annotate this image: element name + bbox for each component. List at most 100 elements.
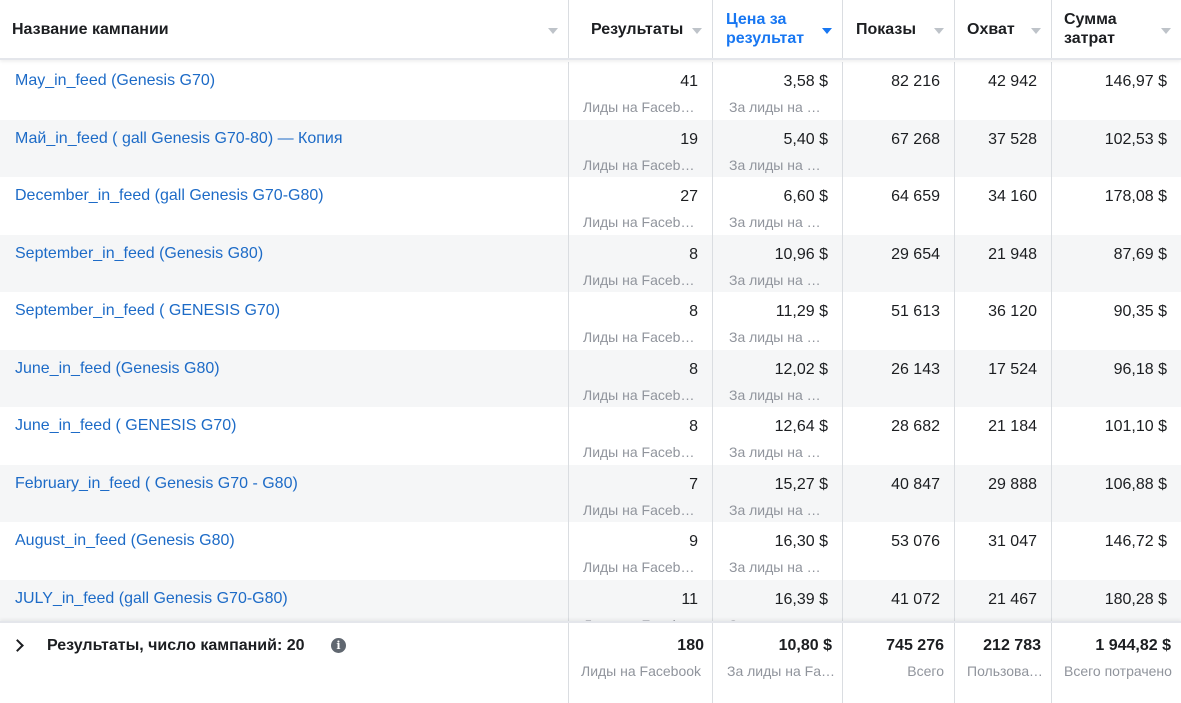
column-header-campaign-name[interactable]: Название кампании xyxy=(0,0,569,58)
campaign-name-cell: June_in_feed ( GENESIS G70) xyxy=(0,407,569,465)
results-cell: 27 Лиды на Facebook xyxy=(569,177,713,235)
info-icon[interactable]: i xyxy=(331,638,346,653)
results-cell: 8 Лиды на Facebook xyxy=(569,407,713,465)
impressions-value: 64 659 xyxy=(891,188,940,205)
reach-cell: 29 888 xyxy=(955,464,1052,522)
impressions-value: 28 682 xyxy=(891,418,940,435)
results-type: Лиды на Facebook xyxy=(583,271,697,288)
cost-per-result-value: 12,02 $ xyxy=(774,360,828,378)
results-value: 8 xyxy=(689,418,698,435)
table-row[interactable]: Май_in_feed ( gall Genesis G70-80) — Коп… xyxy=(0,119,1181,178)
cost-per-result-type: За лиды на Facebook xyxy=(729,156,825,173)
impressions-value: 26 143 xyxy=(891,360,940,378)
campaign-name-cell: February_in_feed ( Genesis G70 - G80) xyxy=(0,464,569,522)
column-header-reach[interactable]: Охват xyxy=(955,0,1052,58)
impressions-cell: 28 682 xyxy=(843,407,955,465)
impressions-cell: 67 268 xyxy=(843,119,955,177)
table-row[interactable]: August_in_feed (Genesis G80) 9 Лиды на Fac… xyxy=(0,522,1181,580)
totals-label: Результаты, число кампаний: 20 xyxy=(47,637,305,654)
campaign-name-cell: Май_in_feed ( gall Genesis G70-80) — Коп… xyxy=(0,119,569,177)
results-value: 27 xyxy=(680,188,698,205)
column-header-impressions[interactable]: Показы xyxy=(843,0,955,58)
campaign-name-link[interactable]: September_in_feed ( GENESIS G70) xyxy=(15,302,281,319)
column-header-label: Результаты xyxy=(591,20,683,38)
results-value: 7 xyxy=(689,475,698,493)
campaign-name-link[interactable]: June_in_feed (Genesis G80) xyxy=(15,359,220,377)
campaign-name-link[interactable]: August_in_feed (Genesis G80) xyxy=(15,532,235,549)
impressions-cell: 41 072 xyxy=(843,579,955,637)
campaign-name-link[interactable]: JULY_in_feed (gall Genesis G70-G80) xyxy=(15,589,288,607)
impressions-value: 53 076 xyxy=(891,533,940,550)
impressions-value: 67 268 xyxy=(891,130,940,148)
sort-caret-icon[interactable] xyxy=(692,28,702,34)
table-row[interactable]: May_in_feed (Genesis G70) 41 Лиды на Faceb… xyxy=(0,62,1181,120)
results-cell: 8 Лиды на Facebook xyxy=(569,234,713,292)
cost-per-result-cell: 16,39 $За лиды на Facebook xyxy=(713,579,843,637)
results-cell: 11Лиды на Facebook xyxy=(569,579,713,637)
campaign-name-link[interactable]: June_in_feed ( GENESIS G70) xyxy=(15,417,237,434)
cost-per-result-type: За лиды на Facebook xyxy=(729,329,825,345)
sort-caret-icon[interactable] xyxy=(934,28,944,34)
campaign-name-link[interactable]: Май_in_feed ( gall Genesis G70-80) — Коп… xyxy=(15,129,343,147)
table-row[interactable]: June_in_feed (Genesis G80) 8 Лиды на Faceb… xyxy=(0,349,1181,407)
reach-cell: 37 528 xyxy=(955,119,1052,177)
cost-per-result-type: За лиды на Facebook xyxy=(729,214,825,230)
totals-spend: 1 944,82 $ xyxy=(1095,637,1171,654)
campaign-name-link[interactable]: May_in_feed (Genesis G70) xyxy=(15,72,216,89)
amount-spent-cell: 102,53 $ xyxy=(1052,120,1181,178)
reach-value: 21 948 xyxy=(988,245,1037,263)
cost-per-result-cell: 6,60 $ За лиды на Facebook xyxy=(713,177,843,235)
results-cell: 8 Лиды на Facebook xyxy=(569,349,713,407)
impressions-cell: 51 613 xyxy=(843,292,955,350)
amount-spent-value: 90,35 $ xyxy=(1113,303,1167,320)
cost-per-result-cell: 15,27 $ За лиды на Facebook xyxy=(713,464,843,522)
cost-per-result-type: За лиды на Facebook xyxy=(729,559,825,575)
sort-caret-icon[interactable] xyxy=(822,28,832,34)
column-header-label: Сумма затрат xyxy=(1064,11,1117,47)
campaign-name-link[interactable]: September_in_feed (Genesis G80) xyxy=(15,244,264,262)
campaign-name-cell: September_in_feed ( GENESIS G70) xyxy=(0,292,569,350)
chevron-right-icon[interactable] xyxy=(11,639,24,652)
cost-per-result-value: 12,64 $ xyxy=(774,418,828,435)
results-value: 8 xyxy=(689,245,698,263)
reach-value: 36 120 xyxy=(988,303,1037,320)
amount-spent-value: 146,72 $ xyxy=(1104,533,1167,550)
totals-reach-cell: 212 783 Пользователи xyxy=(955,623,1052,703)
table-row[interactable]: September_in_feed (Genesis G80) 8 Лиды на … xyxy=(0,234,1181,292)
column-header-label: Название кампании xyxy=(12,20,169,38)
amount-spent-cell: 180,28 $ xyxy=(1052,580,1181,638)
column-header-cost-per-result[interactable]: Цена за результат xyxy=(713,0,843,58)
table-row[interactable]: December_in_feed (gall Genesis G70-G80) 2… xyxy=(0,177,1181,235)
cost-per-result-value: 11,29 $ xyxy=(775,303,828,320)
table-row[interactable]: June_in_feed ( GENESIS G70) 8 Лиды на Face… xyxy=(0,407,1181,465)
cost-per-result-value: 5,40 $ xyxy=(783,130,828,148)
cost-per-result-type: За лиды на Facebook xyxy=(729,271,825,288)
results-type: Лиды на Facebook xyxy=(583,444,697,460)
cost-per-result-cell: 11,29 $ За лиды на Facebook xyxy=(713,292,843,350)
cost-per-result-value: 3,58 $ xyxy=(783,73,828,90)
amount-spent-cell: 90,35 $ xyxy=(1052,292,1181,350)
results-type: Лиды на Facebook xyxy=(583,156,697,173)
campaign-name-link[interactable]: December_in_feed (gall Genesis G70-G80) xyxy=(15,187,324,204)
impressions-cell: 82 216 xyxy=(843,62,955,120)
cost-per-result-cell: 12,02 $ За лиды на Facebook xyxy=(713,349,843,407)
sort-caret-icon[interactable] xyxy=(548,28,558,34)
campaign-name-cell: June_in_feed (Genesis G80) xyxy=(0,349,569,407)
sort-caret-icon[interactable] xyxy=(1031,28,1041,34)
totals-results-cell: 180 Лиды на Facebook xyxy=(569,623,713,703)
impressions-cell: 40 847 xyxy=(843,464,955,522)
impressions-cell: 64 659 xyxy=(843,177,955,235)
column-header-amount-spent[interactable]: Сумма затрат xyxy=(1052,0,1181,58)
column-header-label: Охват xyxy=(967,20,1015,38)
reach-value: 34 160 xyxy=(988,188,1037,205)
reach-cell: 21 948 xyxy=(955,234,1052,292)
reach-cell: 17 524 xyxy=(955,349,1052,407)
totals-results-sub: Лиды на Facebook xyxy=(581,663,702,679)
column-header-results[interactable]: Результаты xyxy=(569,0,713,58)
table-row[interactable]: September_in_feed ( GENESIS G70) 8 Лиды на… xyxy=(0,292,1181,350)
results-value: 19 xyxy=(680,130,698,148)
impressions-cell: 29 654 xyxy=(843,234,955,292)
table-row[interactable]: February_in_feed ( Genesis G70 - G80) 7 Ли… xyxy=(0,464,1181,522)
campaign-name-link[interactable]: February_in_feed ( Genesis G70 - G80) xyxy=(15,474,298,492)
sort-caret-icon[interactable] xyxy=(1161,28,1171,34)
